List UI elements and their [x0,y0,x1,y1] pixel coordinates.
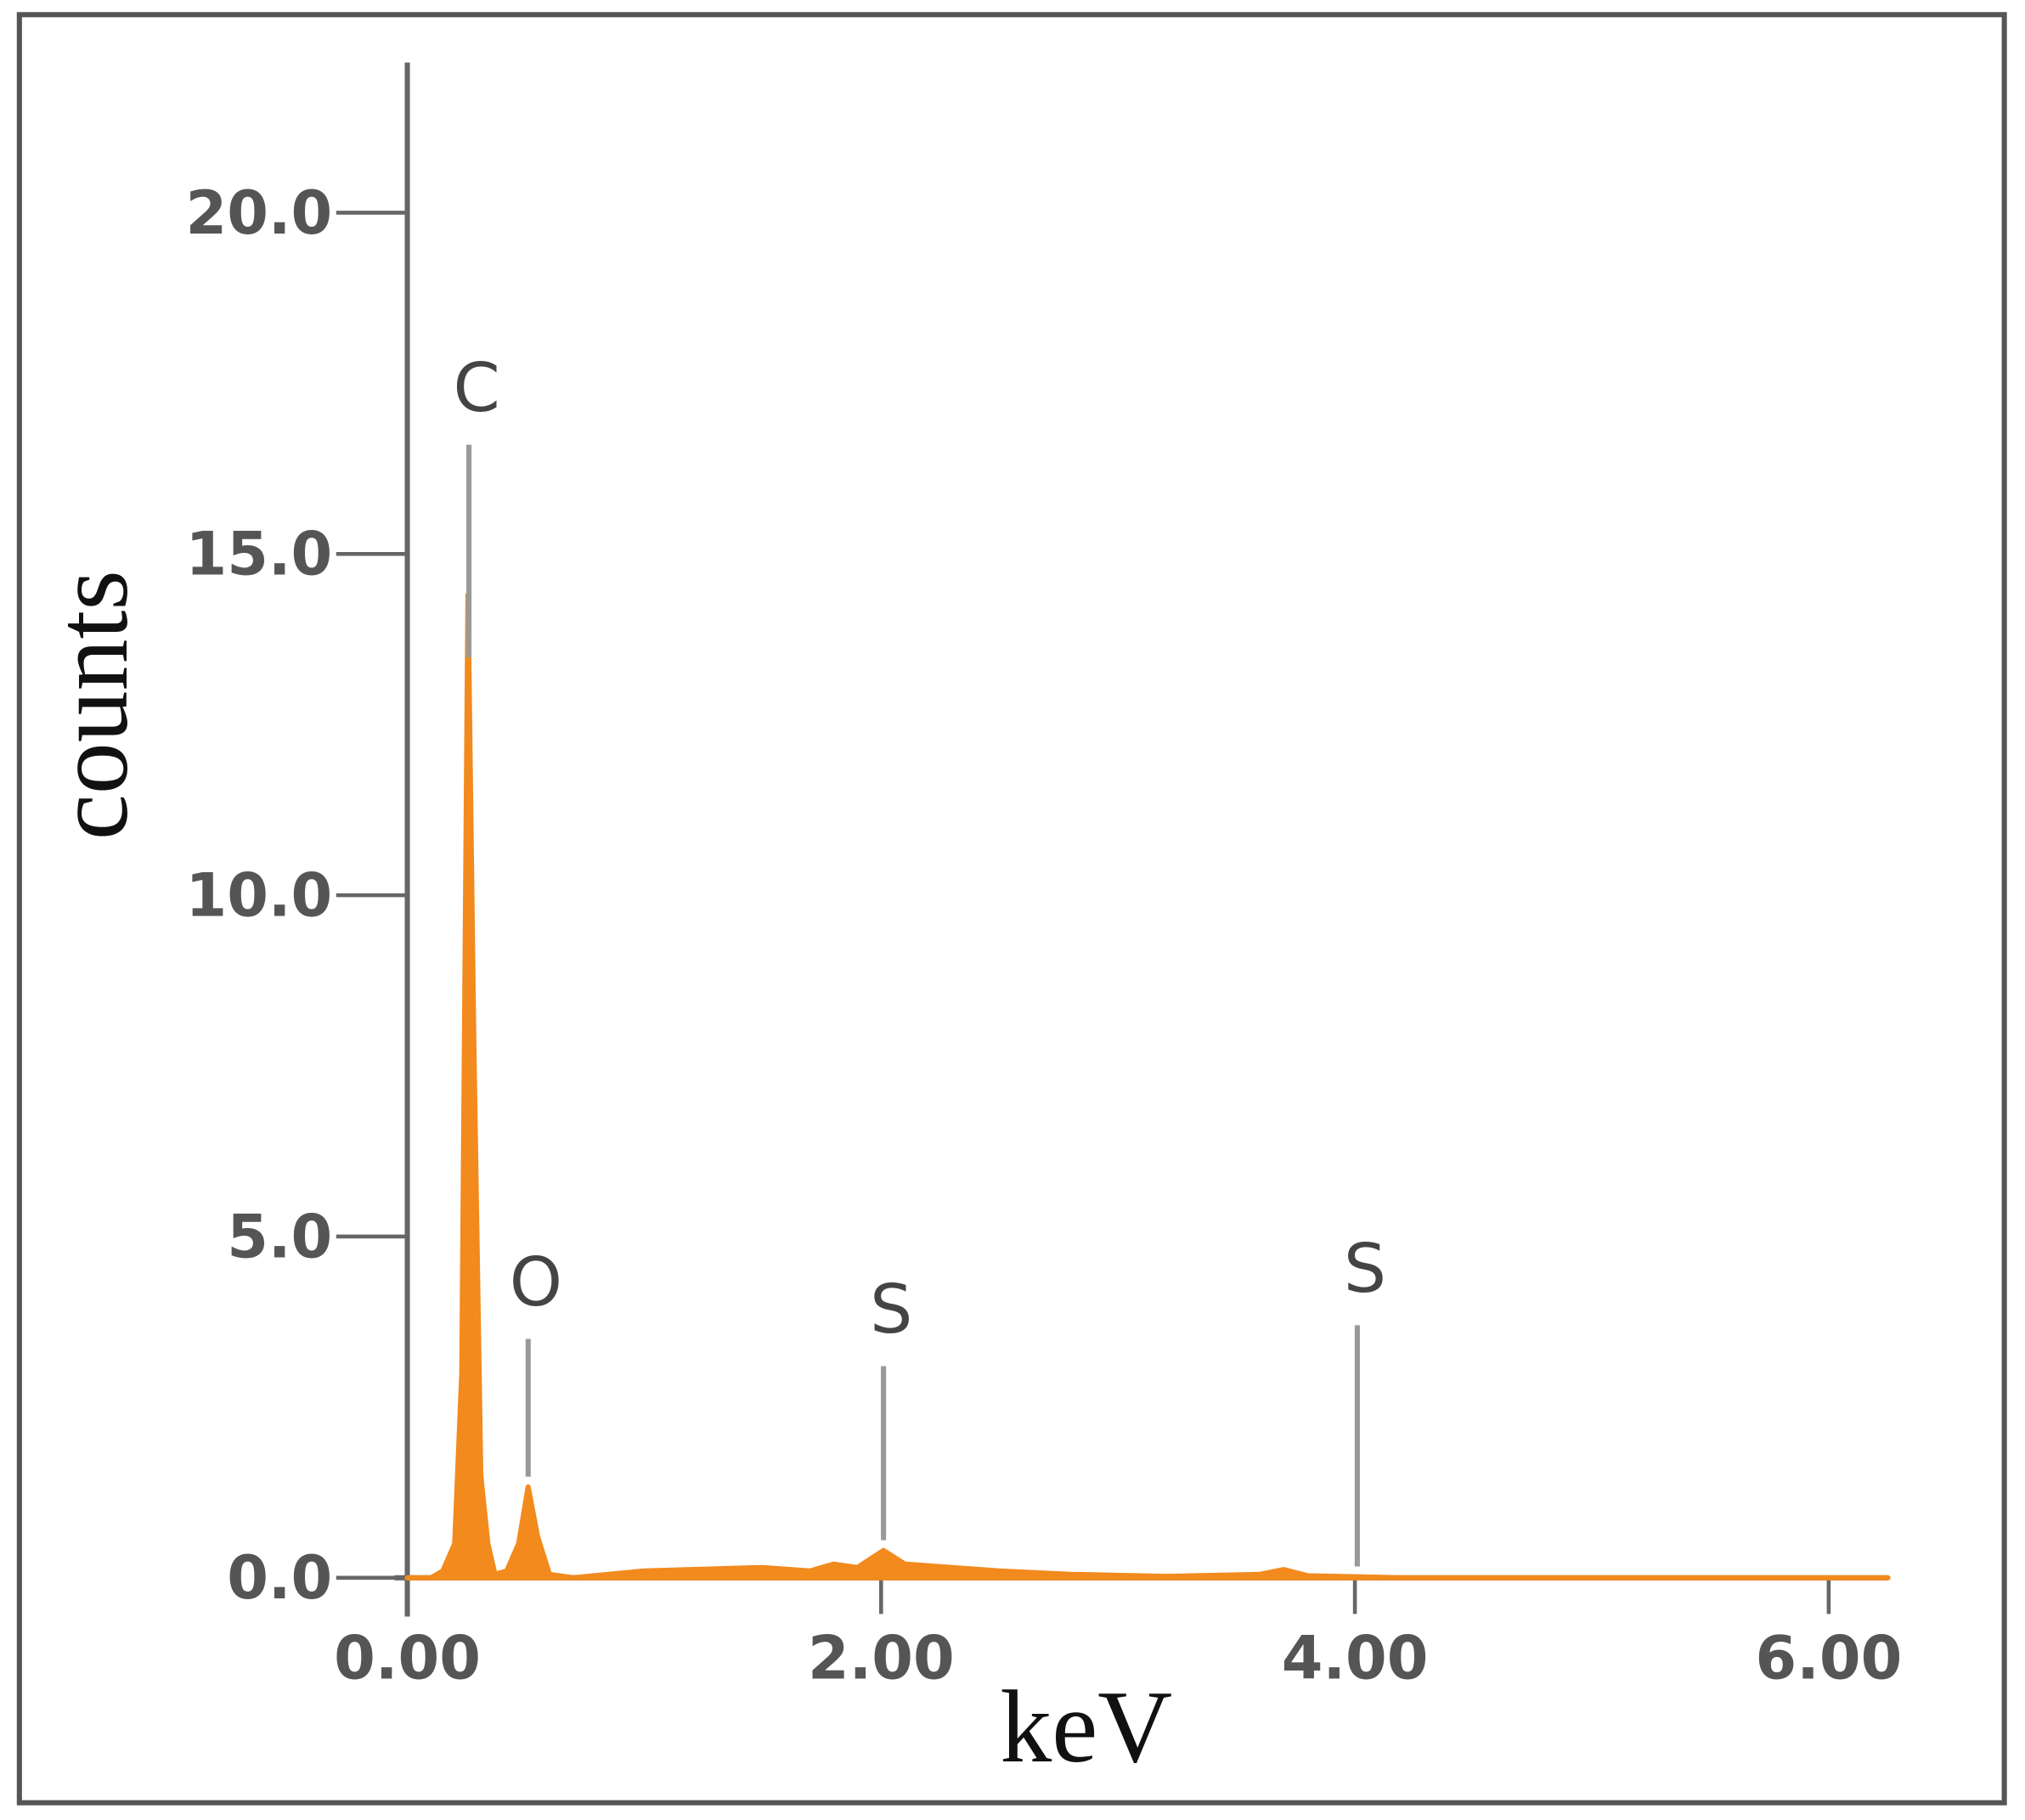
x-tick-label: 2.00 [808,1624,955,1693]
y-tick-label: 0.0 [227,1543,332,1613]
annotation-label: S [1344,1230,1386,1308]
x-tick-label: 4.00 [1282,1624,1429,1693]
y-tick-label: 10.0 [185,860,332,930]
frame [16,12,2007,1806]
spectrum-area [404,592,1891,1581]
annotation-label: S [870,1271,912,1349]
annotation-label: C [454,349,500,427]
y-tick-label: 5.0 [227,1202,332,1271]
x-tick-label: 0.00 [334,1624,481,1693]
y-axis-label: counts [35,570,149,840]
x-tick-label: 6.00 [1756,1624,1903,1693]
x-axis-label: keV [1000,1670,1172,1784]
y-tick-label: 20.0 [185,178,332,248]
annotation-label: O [510,1243,562,1321]
y-tick-label: 15.0 [185,520,332,589]
